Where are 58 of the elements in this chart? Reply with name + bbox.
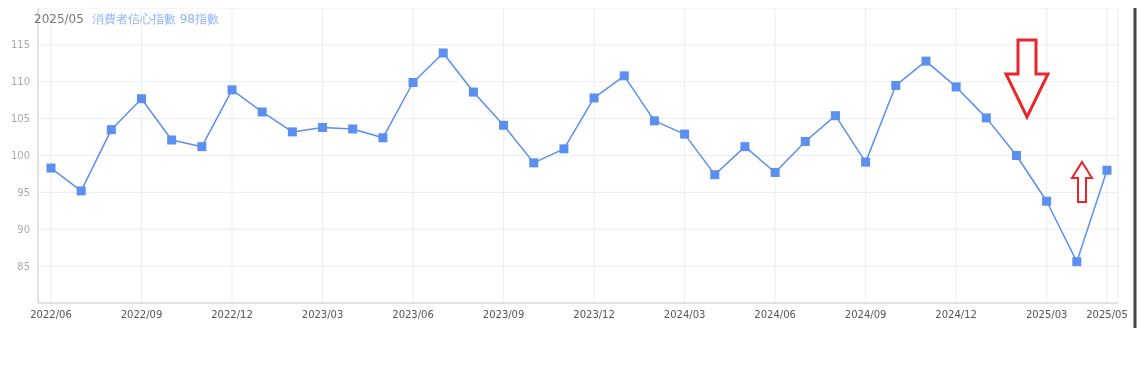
point [649, 116, 659, 126]
x-tick-label: 2025/05 [1086, 309, 1128, 321]
point [1102, 165, 1112, 175]
point [438, 48, 448, 58]
point [197, 142, 207, 152]
y-tick-label: 110 [10, 76, 30, 88]
point [589, 93, 599, 103]
point [770, 167, 780, 177]
point [1042, 196, 1052, 206]
point [740, 142, 750, 152]
x-tick-label: 2024/06 [754, 309, 796, 321]
point [981, 113, 991, 123]
x-tick-label: 2023/03 [301, 309, 344, 321]
y-tick-label: 90 [17, 223, 30, 235]
point [227, 85, 237, 95]
point [1011, 151, 1021, 160]
point [257, 107, 267, 117]
point [559, 144, 569, 154]
point [830, 111, 840, 121]
y-tick-label: 100 [10, 150, 30, 162]
x-tick-label: 2024/09 [844, 309, 887, 321]
point [921, 56, 931, 66]
x-tick-label: 2023/06 [392, 309, 434, 321]
point [137, 94, 147, 104]
chart-subtitle: 消費者信心指數 98指數 [91, 12, 219, 26]
x-tick-label: 2025/03 [1025, 309, 1068, 321]
point [499, 120, 509, 130]
point [891, 80, 901, 90]
point [378, 133, 388, 143]
y-tick-label: 95 [17, 186, 30, 198]
x-tick-label: 2022/12 [211, 309, 253, 321]
x-tick-label: 2024/03 [663, 309, 706, 321]
x-tick-label: 2023/09 [482, 309, 525, 321]
point [710, 170, 720, 180]
point [46, 163, 56, 173]
point [529, 158, 539, 168]
point [318, 122, 328, 132]
point [167, 135, 177, 145]
point [348, 124, 358, 134]
point [106, 125, 116, 135]
x-tick-label: 2023/12 [573, 309, 615, 321]
y-tick-label: 85 [17, 260, 30, 272]
x-tick-label: 2022/09 [120, 309, 163, 321]
y-tick-label: 105 [10, 113, 30, 125]
point [951, 82, 961, 92]
chart-title: 2025/05 [34, 12, 84, 26]
x-tick-label: 2024/12 [935, 309, 977, 321]
point [1072, 257, 1082, 267]
point [800, 136, 810, 146]
point [680, 129, 690, 139]
point [76, 186, 86, 196]
point [468, 87, 478, 97]
x-tick-label: 2022/06 [30, 309, 72, 321]
y-tick-label: 115 [10, 39, 30, 51]
point [287, 127, 297, 137]
point [619, 71, 629, 81]
point [861, 157, 871, 167]
point [408, 77, 418, 87]
